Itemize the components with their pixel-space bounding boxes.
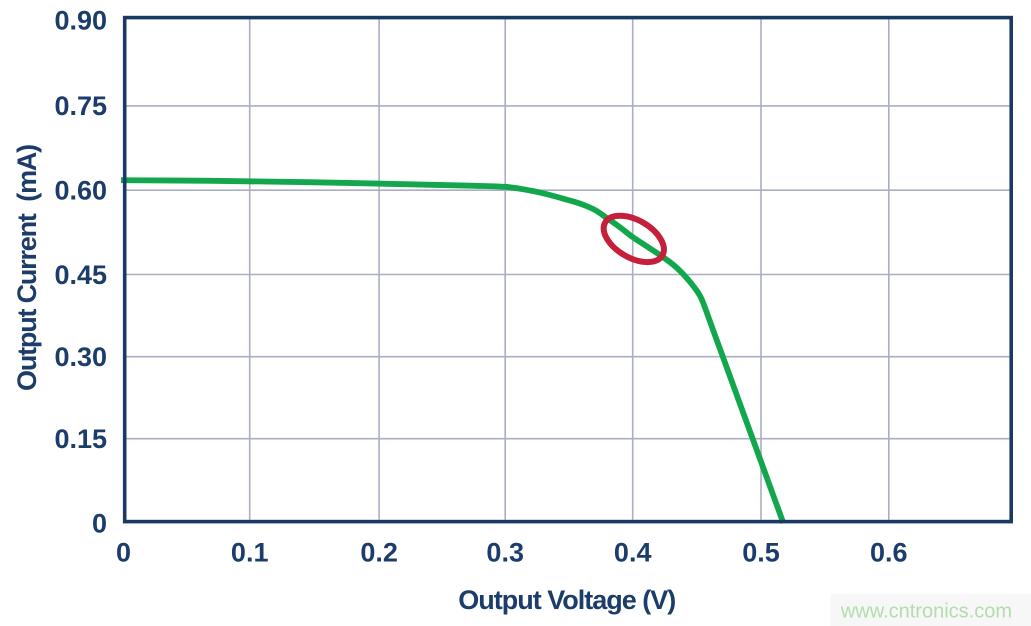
svg-text:Output Voltage (V): Output Voltage (V) <box>458 585 675 615</box>
svg-text:0: 0 <box>92 509 107 539</box>
svg-text:0.45: 0.45 <box>54 260 107 290</box>
svg-text:0.6: 0.6 <box>870 538 908 568</box>
svg-text:www.cntronics.com: www.cntronics.com <box>840 601 1012 623</box>
svg-text:0.1: 0.1 <box>231 538 269 568</box>
svg-text:0.75: 0.75 <box>54 91 107 121</box>
svg-text:0.60: 0.60 <box>54 176 107 206</box>
svg-text:0.4: 0.4 <box>614 538 652 568</box>
svg-text:0.15: 0.15 <box>54 424 107 454</box>
svg-text:0.2: 0.2 <box>360 538 398 568</box>
svg-text:0.30: 0.30 <box>54 342 107 372</box>
svg-text:0.5: 0.5 <box>742 538 780 568</box>
svg-text:Output Current (mA): Output Current (mA) <box>12 145 42 391</box>
svg-text:0: 0 <box>116 538 131 568</box>
svg-text:0.3: 0.3 <box>486 538 524 568</box>
svg-text:0.90: 0.90 <box>54 6 107 36</box>
